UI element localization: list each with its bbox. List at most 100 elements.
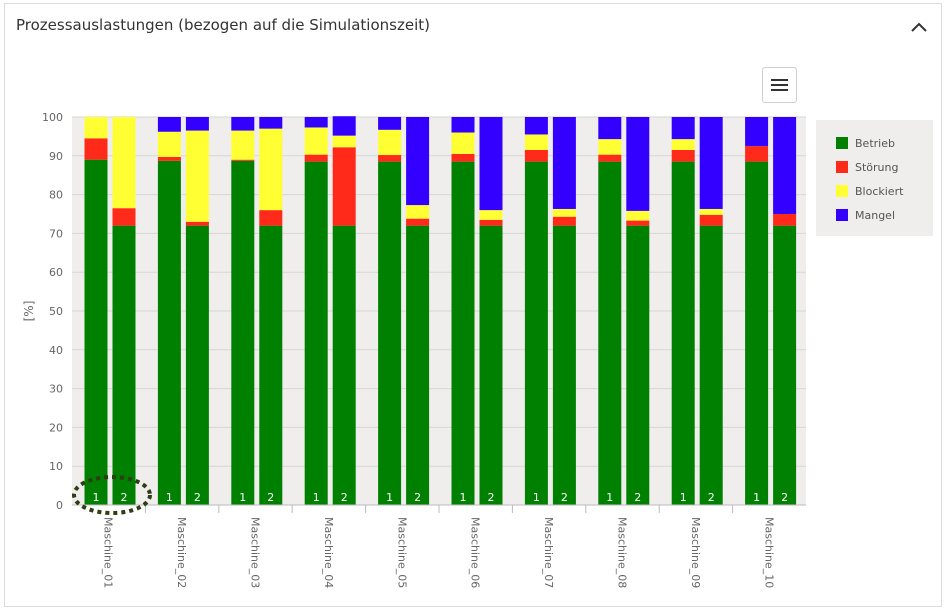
bar-segment-störung[interactable] xyxy=(524,149,548,162)
bar-segment-blockiert[interactable] xyxy=(259,128,283,211)
bar-segment-betrieb[interactable] xyxy=(185,225,209,505)
y-tick-label: 90 xyxy=(49,150,63,163)
panel-title: Prozessauslastungen (bezogen auf die Sim… xyxy=(16,16,430,34)
x-category-label: Maschine_04 xyxy=(322,517,335,588)
bar-segment-betrieb[interactable] xyxy=(552,225,576,505)
bar-segment-mangel[interactable] xyxy=(231,117,255,131)
bar-segment-störung[interactable] xyxy=(745,146,769,162)
bar-segment-störung[interactable] xyxy=(451,153,475,162)
bar-sub-label: 2 xyxy=(414,491,421,504)
bar-segment-betrieb[interactable] xyxy=(259,225,283,505)
bar-segment-blockiert[interactable] xyxy=(598,139,622,155)
bar-sub-label: 1 xyxy=(533,491,540,504)
bar-segment-blockiert[interactable] xyxy=(304,127,328,155)
x-category-label: Maschine_10 xyxy=(762,517,775,588)
bar-segment-mangel[interactable] xyxy=(552,117,576,209)
bar-segment-störung[interactable] xyxy=(157,156,181,161)
bar-segment-betrieb[interactable] xyxy=(699,225,723,505)
bar-segment-blockiert[interactable] xyxy=(552,208,576,217)
bar-segment-störung[interactable] xyxy=(552,216,576,226)
bar-segment-mangel[interactable] xyxy=(451,117,475,133)
legend-item[interactable]: Störung xyxy=(855,161,898,174)
bar-segment-störung[interactable] xyxy=(84,138,108,160)
legend-item[interactable]: Mangel xyxy=(855,209,895,222)
bar-segment-mangel[interactable] xyxy=(626,117,650,211)
bar-segment-betrieb[interactable] xyxy=(84,159,108,505)
bar-segment-betrieb[interactable] xyxy=(626,225,650,505)
legend-item[interactable]: Blockiert xyxy=(855,185,904,198)
bar-segment-betrieb[interactable] xyxy=(112,225,136,505)
bar-segment-störung[interactable] xyxy=(259,210,283,226)
y-tick-label: 30 xyxy=(49,383,63,396)
bar-segment-störung[interactable] xyxy=(773,214,797,226)
y-tick-label: 60 xyxy=(49,266,63,279)
bar-segment-blockiert[interactable] xyxy=(332,135,356,148)
bar-segment-störung[interactable] xyxy=(185,221,209,226)
bar-segment-mangel[interactable] xyxy=(699,117,723,209)
bar-sub-label: 2 xyxy=(121,491,128,504)
bar-segment-mangel[interactable] xyxy=(259,117,283,129)
y-tick-label: 80 xyxy=(49,189,63,202)
bar-segment-störung[interactable] xyxy=(112,208,136,226)
bar-segment-blockiert[interactable] xyxy=(378,129,402,156)
bar-segment-betrieb[interactable] xyxy=(231,160,255,505)
bar-segment-störung[interactable] xyxy=(378,155,402,162)
bar-sub-label: 1 xyxy=(606,491,613,504)
bar-segment-betrieb[interactable] xyxy=(773,225,797,505)
bar-segment-mangel[interactable] xyxy=(304,117,328,128)
bar-segment-mangel[interactable] xyxy=(773,117,797,214)
bar-segment-störung[interactable] xyxy=(231,159,255,161)
bar-segment-betrieb[interactable] xyxy=(745,161,769,505)
bar-sub-label: 1 xyxy=(93,491,100,504)
bar-segment-betrieb[interactable] xyxy=(332,225,356,505)
bar-segment-störung[interactable] xyxy=(626,220,650,226)
bar-segment-betrieb[interactable] xyxy=(406,225,430,505)
bar-segment-störung[interactable] xyxy=(304,154,328,162)
bar-segment-blockiert[interactable] xyxy=(84,117,108,139)
bar-segment-blockiert[interactable] xyxy=(699,208,723,215)
bar-segment-betrieb[interactable] xyxy=(671,161,695,505)
bar-segment-blockiert[interactable] xyxy=(185,130,209,222)
bar-segment-blockiert[interactable] xyxy=(524,134,548,150)
bar-segment-mangel[interactable] xyxy=(406,117,430,206)
bar-segment-betrieb[interactable] xyxy=(451,161,475,505)
chevron-up-icon[interactable] xyxy=(907,16,931,40)
bar-segment-mangel[interactable] xyxy=(185,117,209,131)
bar-segment-mangel[interactable] xyxy=(524,117,548,135)
bar-segment-störung[interactable] xyxy=(598,154,622,162)
bar-segment-mangel[interactable] xyxy=(479,117,503,211)
bar-segment-betrieb[interactable] xyxy=(304,161,328,505)
bar-segment-blockiert[interactable] xyxy=(451,132,475,154)
bar-segment-blockiert[interactable] xyxy=(671,139,695,150)
bar-sub-label: 1 xyxy=(239,491,246,504)
bar-segment-störung[interactable] xyxy=(671,149,695,162)
bar-segment-betrieb[interactable] xyxy=(479,225,503,505)
legend-swatch xyxy=(836,209,848,221)
bar-segment-störung[interactable] xyxy=(479,219,503,226)
bar-segment-betrieb[interactable] xyxy=(157,160,181,505)
bar-segment-mangel[interactable] xyxy=(671,117,695,140)
bar-segment-betrieb[interactable] xyxy=(378,161,402,505)
y-tick-label: 100 xyxy=(42,111,63,124)
bar-segment-störung[interactable] xyxy=(332,147,356,226)
bar-segment-blockiert[interactable] xyxy=(406,205,430,219)
x-category-label: Maschine_03 xyxy=(249,517,262,588)
bar-segment-störung[interactable] xyxy=(699,214,723,226)
bar-segment-blockiert[interactable] xyxy=(626,210,650,221)
bar-segment-mangel[interactable] xyxy=(157,117,181,132)
legend-item[interactable]: Betrieb xyxy=(855,137,895,150)
chart-menu-button[interactable] xyxy=(762,67,797,103)
bar-segment-betrieb[interactable] xyxy=(524,161,548,505)
bar-segment-blockiert[interactable] xyxy=(231,130,255,160)
bar-segment-blockiert[interactable] xyxy=(157,131,181,157)
bar-segment-mangel[interactable] xyxy=(378,117,402,130)
bar-segment-blockiert[interactable] xyxy=(479,210,503,220)
bar-segment-mangel[interactable] xyxy=(332,116,356,136)
y-tick-label: 20 xyxy=(49,421,63,434)
bar-segment-störung[interactable] xyxy=(406,218,430,226)
bar-segment-mangel[interactable] xyxy=(745,117,769,147)
bar-segment-mangel[interactable] xyxy=(598,117,622,140)
bar-segment-blockiert[interactable] xyxy=(112,117,136,209)
bar-segment-betrieb[interactable] xyxy=(598,161,622,505)
